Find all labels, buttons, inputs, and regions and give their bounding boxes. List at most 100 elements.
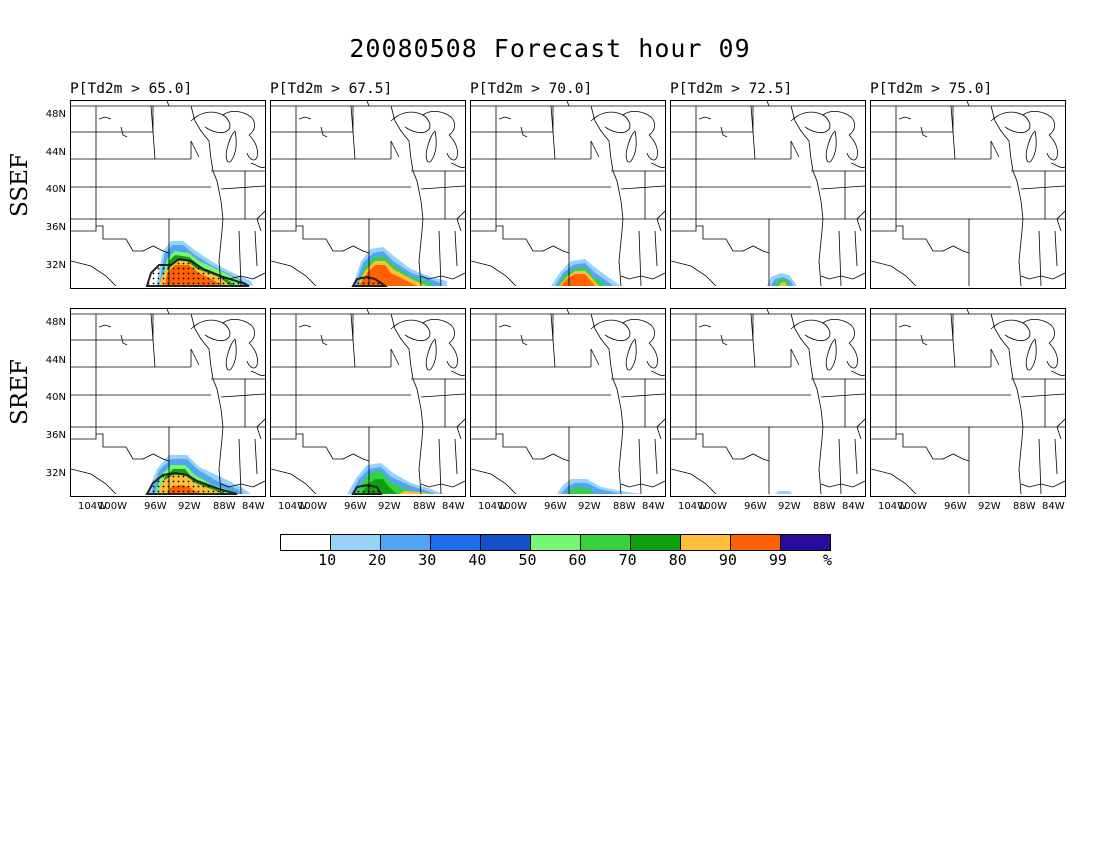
lon-label: 100W	[298, 501, 327, 512]
lat-label: 36N	[45, 222, 66, 233]
map	[471, 101, 665, 287]
map	[871, 101, 1065, 287]
colorbar-swatch	[430, 535, 480, 550]
lon-label: 96W	[744, 501, 767, 512]
probability-field	[775, 491, 793, 494]
colorbar-swatch	[380, 535, 430, 550]
colorbar-swatch	[680, 535, 730, 550]
lon-label: 92W	[778, 501, 801, 512]
lat-label: 32N	[45, 260, 66, 271]
colorbar-swatch	[630, 535, 680, 550]
lat-label: 48N	[45, 317, 66, 328]
lon-label: 96W	[544, 501, 567, 512]
row-label-ssef: SSEF	[7, 153, 33, 217]
colorbar-label: 20	[368, 551, 387, 569]
map-panel-ssef-75	[870, 100, 1066, 289]
map	[71, 101, 265, 287]
stippled-contour	[145, 471, 238, 495]
colorbar-unit: %	[823, 551, 833, 569]
probability-field	[767, 273, 797, 286]
lon-label: 100W	[98, 501, 127, 512]
lon-label: 104W	[278, 501, 307, 512]
lat-label: 44N	[45, 147, 66, 158]
lon-label: 100W	[698, 501, 727, 512]
lon-label: 96W	[944, 501, 967, 512]
lat-label: 40N	[45, 184, 66, 195]
row-label-sref: SREF	[7, 359, 33, 425]
colorbar-label: 10	[318, 551, 337, 569]
lon-label: 92W	[578, 501, 601, 512]
colorbar-swatch	[281, 535, 330, 550]
lon-label: 88W	[813, 501, 836, 512]
probability-field	[557, 479, 641, 494]
state-boundaries	[71, 309, 265, 495]
stippled-contour	[351, 483, 383, 495]
state-boundaries	[871, 309, 1065, 495]
lon-label: 96W	[144, 501, 167, 512]
figure-title: 20080508 Forecast hour 09	[349, 34, 751, 63]
state-boundaries	[871, 101, 1065, 287]
map-panel-ssef-70	[470, 100, 666, 289]
colorbar-swatch	[780, 535, 830, 550]
state-boundaries	[471, 101, 665, 287]
colorbar-swatch	[330, 535, 380, 550]
column-title-4: P[Td2m > 72.5]	[670, 81, 793, 97]
lon-label: 96W	[344, 501, 367, 512]
map	[271, 101, 465, 287]
colorbar-label: 80	[668, 551, 687, 569]
map	[471, 309, 665, 495]
map-panel-sref-65	[70, 308, 266, 497]
colorbar-label: 99	[768, 551, 787, 569]
lon-label: 88W	[413, 501, 436, 512]
colorbar-label: 50	[518, 551, 537, 569]
colorbar-swatch	[480, 535, 530, 550]
lon-label: 88W	[213, 501, 236, 512]
colorbar-label: 40	[468, 551, 487, 569]
lat-label: 44N	[45, 355, 66, 366]
colorbar-swatch	[580, 535, 630, 550]
map-panel-ssef-67-5	[270, 100, 466, 289]
map-panel-ssef-65	[70, 100, 266, 289]
lat-label: 48N	[45, 109, 66, 120]
map	[671, 101, 865, 287]
map	[71, 309, 265, 495]
lon-label: 100W	[898, 501, 927, 512]
lon-label: 104W	[878, 501, 907, 512]
lon-label: 84W	[242, 501, 265, 512]
colorbar-swatch	[730, 535, 780, 550]
map-panel-sref-72-5	[670, 308, 866, 497]
colorbar-label: 30	[418, 551, 437, 569]
column-title-3: P[Td2m > 70.0]	[470, 81, 593, 97]
map-panel-ssef-72-5	[670, 100, 866, 289]
colorbar-label: 70	[618, 551, 637, 569]
column-title-2: P[Td2m > 67.5]	[270, 81, 393, 97]
lon-label: 104W	[478, 501, 507, 512]
map	[671, 309, 865, 495]
lat-label: 36N	[45, 430, 66, 441]
state-boundaries	[471, 309, 665, 495]
probability-field	[551, 259, 621, 286]
state-boundaries	[71, 101, 265, 287]
lon-label: 100W	[498, 501, 527, 512]
colorbar-swatch	[530, 535, 580, 550]
lat-label: 32N	[45, 468, 66, 479]
map-panel-sref-75	[870, 308, 1066, 497]
state-boundaries	[271, 101, 465, 287]
map	[871, 309, 1065, 495]
colorbar-label: 90	[718, 551, 737, 569]
lon-label: 88W	[1013, 501, 1036, 512]
map	[271, 309, 465, 495]
lon-label: 88W	[613, 501, 636, 512]
state-boundaries	[671, 101, 865, 287]
column-title-5: P[Td2m > 75.0]	[870, 81, 993, 97]
map-panel-sref-67-5	[270, 308, 466, 497]
lon-label: 84W	[442, 501, 465, 512]
lon-label: 84W	[642, 501, 665, 512]
lon-label: 92W	[978, 501, 1001, 512]
column-title-1: P[Td2m > 65.0]	[70, 81, 193, 97]
lon-label: 104W	[78, 501, 107, 512]
state-boundaries	[671, 309, 865, 495]
lon-label: 84W	[842, 501, 865, 512]
lon-label: 92W	[178, 501, 201, 512]
lat-label: 40N	[45, 392, 66, 403]
